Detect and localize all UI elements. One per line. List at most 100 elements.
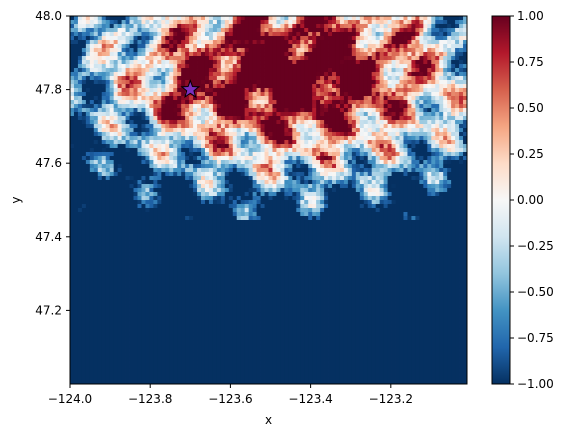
heatmap-cell (197, 92, 202, 97)
heatmap-cell (193, 48, 198, 53)
heatmap-cell (268, 32, 273, 37)
heatmap-cell (216, 200, 222, 205)
heatmap-cell (252, 196, 257, 201)
heatmap-cell (355, 148, 361, 153)
heatmap-cell (101, 192, 107, 197)
heatmap-cell (391, 52, 396, 57)
heatmap-cell (415, 92, 420, 97)
heatmap-cell (292, 192, 297, 197)
heatmap-cell (347, 188, 353, 193)
heatmap-cell (351, 80, 357, 85)
heatmap-cell (149, 152, 154, 157)
heatmap-cell (212, 168, 218, 173)
heatmap-cell (280, 56, 285, 61)
heatmap-cell (101, 96, 107, 101)
heatmap-cell (232, 144, 238, 149)
heatmap-cell (391, 152, 396, 157)
heatmap-cell (244, 172, 250, 177)
heatmap-cell (260, 84, 265, 89)
heatmap-cell (335, 100, 341, 105)
heatmap-cell (332, 176, 337, 181)
heatmap-cell (73, 140, 79, 145)
heatmap-cell (292, 56, 297, 61)
heatmap-cell (335, 104, 341, 109)
heatmap-cell (216, 152, 222, 157)
heatmap-cell (236, 180, 242, 185)
heatmap-cell (105, 128, 111, 133)
heatmap-cell (220, 20, 226, 25)
heatmap-cell (85, 144, 91, 149)
heatmap-cell (399, 160, 404, 165)
heatmap-cell (252, 84, 257, 89)
heatmap-cell (324, 92, 329, 97)
heatmap-cell (204, 68, 210, 73)
heatmap-cell (232, 60, 238, 65)
heatmap-cell (117, 116, 123, 121)
heatmap-cell (157, 28, 162, 33)
heatmap-cell (379, 80, 385, 85)
heatmap-cell (447, 160, 452, 165)
heatmap-cell (443, 144, 448, 149)
heatmap-cell (339, 196, 345, 201)
heatmap-cell (212, 184, 218, 189)
heatmap-cell (399, 164, 404, 169)
heatmap-cell (185, 104, 190, 109)
heatmap-cell (435, 16, 440, 21)
heatmap-cell (320, 188, 325, 193)
heatmap-cell (395, 188, 400, 193)
heatmap-cell (296, 24, 301, 29)
heatmap-cell (252, 76, 257, 81)
heatmap-cell (169, 92, 174, 97)
heatmap-cell (399, 140, 404, 145)
heatmap-cell (272, 192, 277, 197)
heatmap-cell (447, 180, 452, 185)
heatmap-cell (125, 136, 130, 141)
heatmap-cell (351, 16, 357, 21)
heatmap-cell (153, 204, 158, 209)
heatmap-cell (375, 72, 381, 77)
heatmap-cell (272, 212, 277, 217)
heatmap-cell (451, 180, 456, 185)
heatmap-cell (208, 84, 214, 89)
heatmap-cell (459, 136, 464, 141)
heatmap-cell (280, 120, 285, 125)
heatmap-cell (228, 24, 234, 29)
heatmap-cell (312, 156, 317, 161)
heatmap-cell (312, 104, 317, 109)
heatmap-cell (343, 188, 349, 193)
heatmap-cell (367, 192, 373, 197)
heatmap-cell (185, 124, 190, 129)
heatmap-cell (109, 212, 115, 217)
heatmap-cell (216, 68, 222, 73)
heatmap-cell (367, 172, 373, 177)
heatmap-cell (201, 116, 206, 121)
heatmap-cell (81, 112, 87, 117)
heatmap-cell (312, 24, 317, 29)
heatmap-cell (308, 148, 313, 153)
heatmap-cell (197, 200, 202, 205)
heatmap-cell (201, 172, 206, 177)
heatmap-cell (403, 24, 408, 29)
heatmap-cell (280, 140, 285, 145)
heatmap-cell (220, 156, 226, 161)
heatmap-cell (355, 24, 361, 29)
heatmap-cell (232, 200, 238, 205)
heatmap-cell (117, 108, 123, 113)
heatmap-cell (288, 56, 293, 61)
heatmap-cell (288, 40, 293, 45)
heatmap-cell (153, 116, 158, 121)
heatmap-cell (451, 148, 456, 153)
heatmap-cell (260, 204, 265, 209)
heatmap-cell (109, 204, 115, 209)
heatmap-cell (89, 32, 95, 37)
heatmap-cell (312, 92, 317, 97)
heatmap-cell (169, 212, 174, 217)
heatmap-cell (419, 52, 424, 57)
heatmap-cell (93, 48, 99, 53)
heatmap-cell (157, 92, 162, 97)
heatmap-cell (109, 180, 115, 185)
heatmap-cell (141, 72, 146, 77)
heatmap-cell (355, 160, 361, 165)
heatmap-cell (288, 72, 293, 77)
heatmap-cell (335, 124, 341, 129)
